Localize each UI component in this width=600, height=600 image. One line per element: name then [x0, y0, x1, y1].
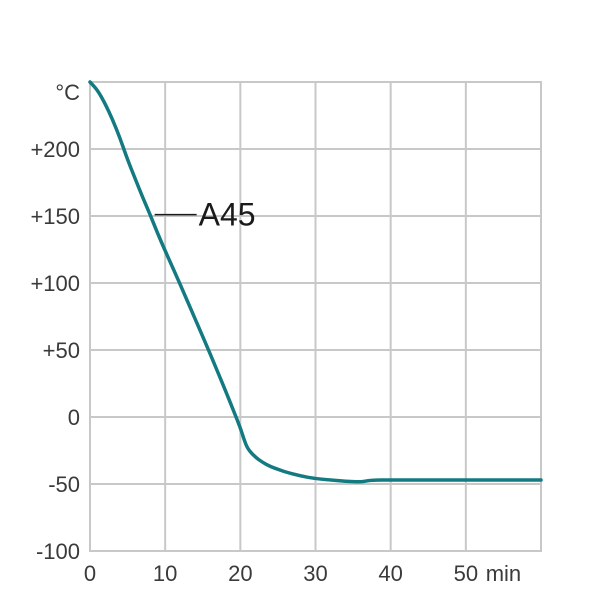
y-tick-label: -50 [48, 472, 80, 497]
series-layer [88, 80, 543, 484]
x-tick-label: 40 [378, 561, 402, 586]
y-unit-label: °C [55, 80, 80, 105]
x-tick-label: 20 [228, 561, 252, 586]
x-tick-label: 10 [153, 561, 177, 586]
y-tick-label: +50 [43, 338, 80, 363]
series-label-layer: A45 [154, 197, 256, 233]
y-tick-label: +200 [30, 137, 80, 162]
y-tick-label: +150 [30, 204, 80, 229]
x-tick-label: 30 [303, 561, 327, 586]
x-tick-label: 0 [84, 561, 96, 586]
y-tick-label: +100 [30, 271, 80, 296]
series-line-a45 [88, 80, 543, 484]
series-label: A45 [199, 197, 256, 233]
x-unit-label: min [486, 561, 521, 586]
y-tick-label: 0 [68, 405, 80, 430]
tick-labels: +200 +150 +100 +50 0 -50 -100 °C 0 10 20 30 40 50 min [30, 80, 521, 586]
x-tick-label: 50 [454, 561, 478, 586]
y-tick-label: -100 [36, 539, 80, 564]
grid [89, 81, 542, 552]
